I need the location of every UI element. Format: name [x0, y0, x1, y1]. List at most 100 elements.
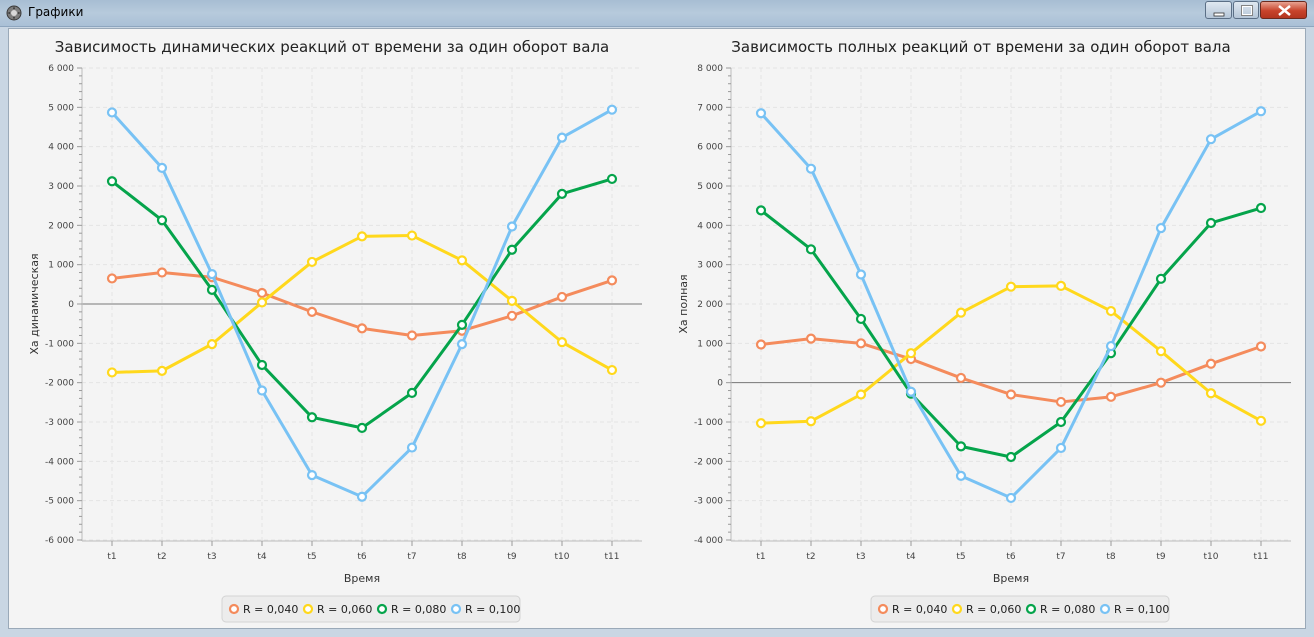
- data-point: [606, 364, 618, 376]
- data-point: [1255, 341, 1267, 352]
- data-point: [1105, 305, 1117, 317]
- title-bar[interactable]: Графики: [0, 0, 1314, 27]
- data-point: [855, 338, 867, 349]
- data-point: [256, 385, 268, 396]
- y-tick-label: -1 000: [45, 339, 74, 349]
- data-point: [156, 215, 168, 226]
- data-point: [1105, 340, 1117, 352]
- x-tick-label: t8: [457, 552, 467, 562]
- data-point: [256, 297, 268, 308]
- data-point: [1205, 388, 1217, 399]
- data-point: [1255, 106, 1267, 117]
- data-point: [156, 162, 168, 174]
- data-point: [955, 470, 967, 481]
- legend: R = 0,040 R = 0,060 R = 0,080 R = 0,100: [221, 595, 521, 623]
- y-tick-label: 4 000: [697, 221, 723, 231]
- chart-title: Зависимость полных реакций от времени за…: [731, 38, 1230, 56]
- data-point: [805, 333, 817, 344]
- data-point: [755, 418, 767, 429]
- data-point: [1005, 451, 1017, 463]
- y-tick-label: 3 000: [48, 182, 74, 192]
- data-point: [406, 387, 418, 398]
- data-point: [106, 176, 118, 187]
- chart-dynamic-reactions: Зависимость динамических реакций от врем…: [28, 38, 642, 623]
- minimize-button[interactable]: [1205, 1, 1232, 19]
- data-point: [1205, 217, 1217, 229]
- legend-item-label: R = 0,040: [243, 603, 298, 616]
- series-3: [755, 202, 1267, 463]
- data-point: [606, 275, 618, 286]
- data-point: [1055, 280, 1067, 292]
- y-tick-label: 1 000: [48, 261, 74, 271]
- maximize-button[interactable]: [1233, 1, 1259, 19]
- legend-marker: [1099, 603, 1111, 615]
- data-point: [356, 323, 368, 334]
- close-button[interactable]: [1260, 1, 1307, 19]
- x-tick-label: t10: [555, 552, 570, 562]
- y-tick-label: 6 000: [697, 143, 723, 153]
- legend-marker: [228, 603, 240, 615]
- grid-lines: [82, 67, 642, 541]
- data-point: [905, 348, 917, 359]
- x-tick-label: t11: [605, 552, 620, 562]
- y-tick-label: 5 000: [697, 182, 723, 192]
- data-point: [406, 230, 418, 241]
- data-point: [556, 132, 568, 143]
- y-tick-label: 4 000: [48, 143, 74, 153]
- x-tick-label: t1: [107, 552, 116, 562]
- legend-marker: [877, 603, 889, 615]
- data-point: [206, 284, 218, 295]
- x-axis-label: Время: [993, 572, 1029, 585]
- x-tick-label: t3: [856, 552, 865, 562]
- y-axis-label: Xa динамическая: [28, 253, 41, 354]
- chart-full-reactions: Зависимость полных реакций от времени за…: [677, 38, 1291, 623]
- window-title: Графики: [28, 5, 84, 19]
- data-point: [156, 267, 168, 278]
- data-point: [1205, 134, 1217, 145]
- data-point: [256, 359, 268, 371]
- data-point: [156, 365, 168, 376]
- y-tick-label: 3 000: [697, 261, 723, 271]
- series-1: [755, 333, 1267, 408]
- legend-marker: [1025, 603, 1037, 615]
- data-point: [1255, 415, 1267, 426]
- x-tick-label: t8: [1106, 552, 1116, 562]
- legend-item-label: R = 0,060: [966, 603, 1021, 616]
- x-tick-label: t7: [407, 552, 416, 562]
- x-tick-label: t6: [357, 552, 367, 562]
- x-tick-label: t3: [207, 552, 216, 562]
- data-point: [606, 104, 618, 115]
- data-point: [1255, 202, 1267, 214]
- data-point: [1155, 273, 1167, 284]
- data-point: [106, 367, 118, 378]
- legend-box: [221, 595, 521, 623]
- series-3: [106, 173, 618, 433]
- data-point: [556, 291, 568, 303]
- data-point: [955, 441, 967, 452]
- y-tick-label: 0: [68, 300, 74, 310]
- series-2: [755, 280, 1267, 429]
- data-point: [556, 188, 568, 199]
- data-point: [206, 339, 218, 350]
- data-point: [106, 273, 118, 284]
- data-point: [1055, 416, 1067, 428]
- data-point: [306, 256, 318, 268]
- data-point: [506, 295, 518, 306]
- y-tick-label: -6 000: [45, 536, 74, 546]
- data-point: [755, 339, 767, 350]
- y-tick-label: 8 000: [697, 64, 723, 74]
- data-point: [456, 319, 468, 330]
- chart-area: [8, 28, 1306, 629]
- y-tick-label: -2 000: [694, 457, 723, 467]
- legend-marker: [302, 603, 314, 615]
- x-tick-label: t2: [806, 552, 815, 562]
- data-point: [755, 205, 767, 216]
- data-point: [456, 339, 468, 350]
- y-tick-label: -5 000: [45, 497, 74, 507]
- data-point: [406, 442, 418, 453]
- y-tick-label: -1 000: [694, 418, 723, 428]
- data-point: [1105, 391, 1117, 402]
- data-point: [1205, 358, 1217, 369]
- y-tick-label: -3 000: [45, 418, 74, 428]
